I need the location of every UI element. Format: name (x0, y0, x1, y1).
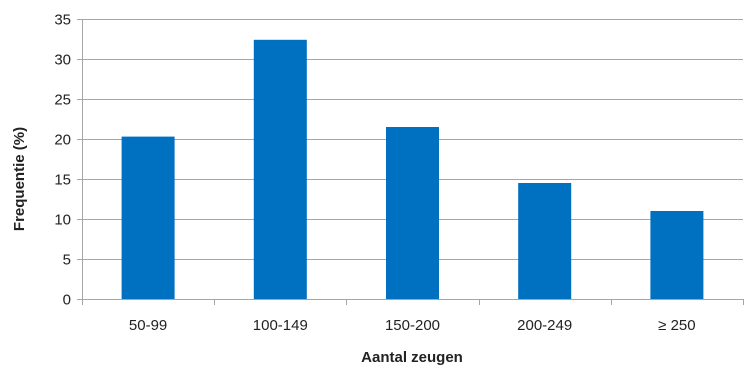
x-tick-label: 200-249 (517, 317, 572, 334)
y-tick-label: 20 (54, 132, 71, 149)
x-tick-label: 50-99 (129, 317, 167, 334)
y-tick-label: 15 (54, 172, 71, 189)
y-tick-label: 0 (63, 292, 71, 309)
y-tick-labels: 0 5 10 15 20 25 30 35 (54, 12, 71, 309)
x-tick-label: 150-200 (385, 317, 440, 334)
x-tick-labels: 50-99 100-149 150-200 200-249 ≥ 250 (129, 317, 696, 334)
bar-3 (386, 127, 439, 299)
y-tick-label: 25 (54, 92, 71, 109)
bar-1 (121, 136, 175, 299)
y-tick-label: 35 (54, 12, 71, 29)
x-tick-label: 100-149 (253, 317, 308, 334)
bar-2 (253, 39, 307, 300)
y-tick-label: 10 (54, 212, 71, 229)
bars (121, 39, 704, 300)
axes (77, 19, 744, 305)
y-tick-label: 30 (54, 52, 71, 69)
y-axis-title: Frequentie (%) (11, 127, 28, 231)
bar-5 (650, 211, 704, 299)
x-tick-label: ≥ 250 (658, 317, 695, 334)
bar-4 (518, 183, 572, 299)
y-tick-label: 5 (63, 252, 71, 269)
x-axis-title: Aantal zeugen (361, 349, 463, 366)
